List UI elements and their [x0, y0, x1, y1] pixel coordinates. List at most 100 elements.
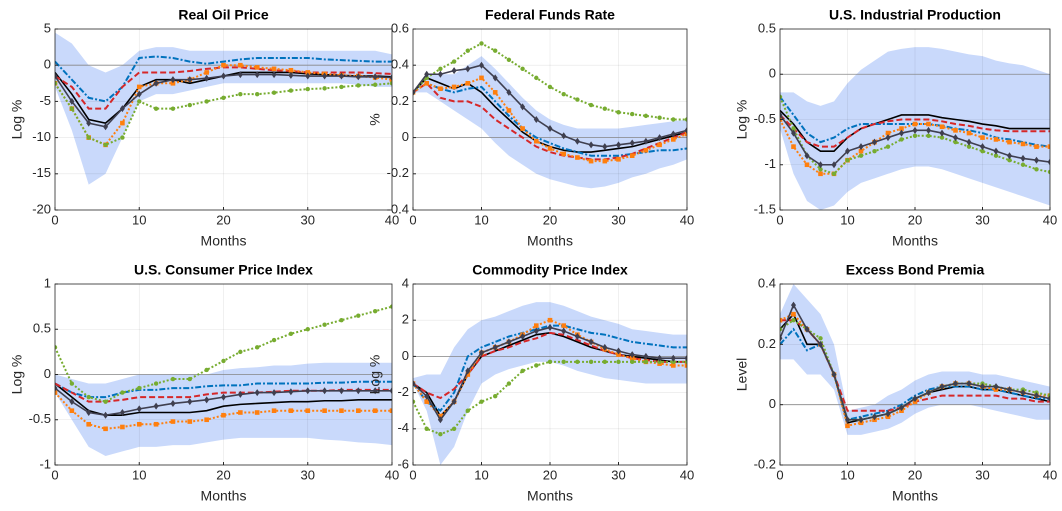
x-tick-label: 20: [216, 212, 230, 227]
marker: [953, 380, 958, 388]
marker: [221, 358, 226, 364]
marker: [254, 389, 260, 397]
marker: [602, 359, 607, 365]
marker: [170, 399, 176, 407]
y-tick-label: -5: [39, 93, 51, 108]
x-axis-label: Months: [527, 233, 573, 249]
axes-box: [54, 28, 393, 211]
marker: [912, 133, 918, 138]
y-tick-label: -1: [764, 156, 776, 171]
marker: [254, 410, 260, 415]
marker: [69, 398, 75, 406]
marker: [288, 408, 294, 413]
marker: [966, 138, 972, 146]
marker: [588, 141, 594, 149]
marker: [438, 413, 443, 419]
y-tick-label: 0.5: [758, 20, 776, 35]
marker: [643, 359, 649, 365]
marker: [136, 84, 142, 90]
marker: [872, 413, 877, 421]
marker: [533, 116, 539, 123]
marker: [451, 59, 457, 64]
marker: [187, 419, 193, 424]
marker: [451, 398, 457, 406]
x-tick-label: 10: [474, 212, 488, 227]
marker: [845, 423, 850, 429]
marker: [966, 380, 972, 388]
marker: [547, 84, 553, 90]
marker: [926, 126, 931, 134]
x-tick-label: 0: [776, 212, 783, 227]
y-axis-label: Log %: [9, 355, 25, 395]
marker: [492, 90, 498, 95]
marker: [657, 115, 662, 120]
marker: [479, 41, 484, 46]
marker: [671, 137, 676, 142]
marker: [413, 88, 416, 96]
marker: [831, 161, 837, 169]
marker: [561, 359, 566, 365]
marker: [966, 144, 972, 149]
y-tick-label: -6: [397, 456, 409, 471]
series-line: [55, 380, 392, 399]
y-axis-label: Log %: [734, 100, 750, 140]
marker: [356, 408, 361, 413]
y-tick-label: 0.2: [391, 93, 409, 108]
marker: [1007, 386, 1012, 394]
y-tick-label: 0.6: [391, 20, 409, 35]
marker: [804, 325, 810, 333]
marker: [926, 389, 931, 397]
marker: [136, 90, 142, 98]
y-tick-label: 0: [769, 396, 776, 411]
marker: [221, 62, 226, 68]
marker: [271, 337, 277, 343]
marker: [643, 137, 649, 145]
marker: [136, 421, 142, 427]
marker: [69, 381, 75, 386]
marker: [492, 343, 498, 351]
marker: [221, 72, 226, 80]
marker: [1047, 144, 1050, 149]
marker: [912, 395, 918, 403]
marker: [980, 383, 985, 391]
marker: [885, 144, 891, 149]
y-tick-label: -1: [39, 456, 51, 471]
marker: [254, 71, 260, 79]
marker: [187, 102, 192, 108]
marker: [339, 84, 344, 90]
marker: [103, 123, 109, 131]
x-tick-label: 0: [409, 212, 416, 227]
series-line: [780, 119, 1050, 175]
marker: [339, 408, 344, 413]
marker: [791, 144, 796, 149]
y-tick-label: 0.2: [758, 336, 776, 351]
marker: [993, 147, 999, 155]
series-line: [413, 82, 687, 157]
marker: [1034, 156, 1039, 164]
marker: [493, 394, 498, 399]
marker: [804, 152, 810, 160]
marker: [1007, 139, 1012, 145]
marker: [338, 72, 344, 80]
marker: [574, 332, 580, 340]
marker: [520, 103, 526, 111]
marker: [899, 137, 904, 142]
marker: [818, 161, 823, 169]
marker: [338, 387, 344, 395]
marker: [322, 86, 327, 91]
marker: [1047, 158, 1050, 166]
y-tick-label: -0.4: [387, 201, 409, 216]
marker: [926, 133, 931, 138]
marker: [1034, 392, 1039, 400]
marker: [858, 153, 864, 158]
marker: [238, 62, 243, 68]
marker: [86, 394, 91, 400]
marker: [899, 129, 904, 137]
y-tick-label: 0: [44, 57, 51, 72]
y-axis-label: Log %: [367, 355, 383, 395]
marker: [204, 74, 210, 82]
chart-title: U.S. Consumer Price Index: [134, 262, 313, 278]
marker: [103, 411, 109, 419]
marker: [630, 111, 635, 117]
marker: [534, 363, 539, 368]
